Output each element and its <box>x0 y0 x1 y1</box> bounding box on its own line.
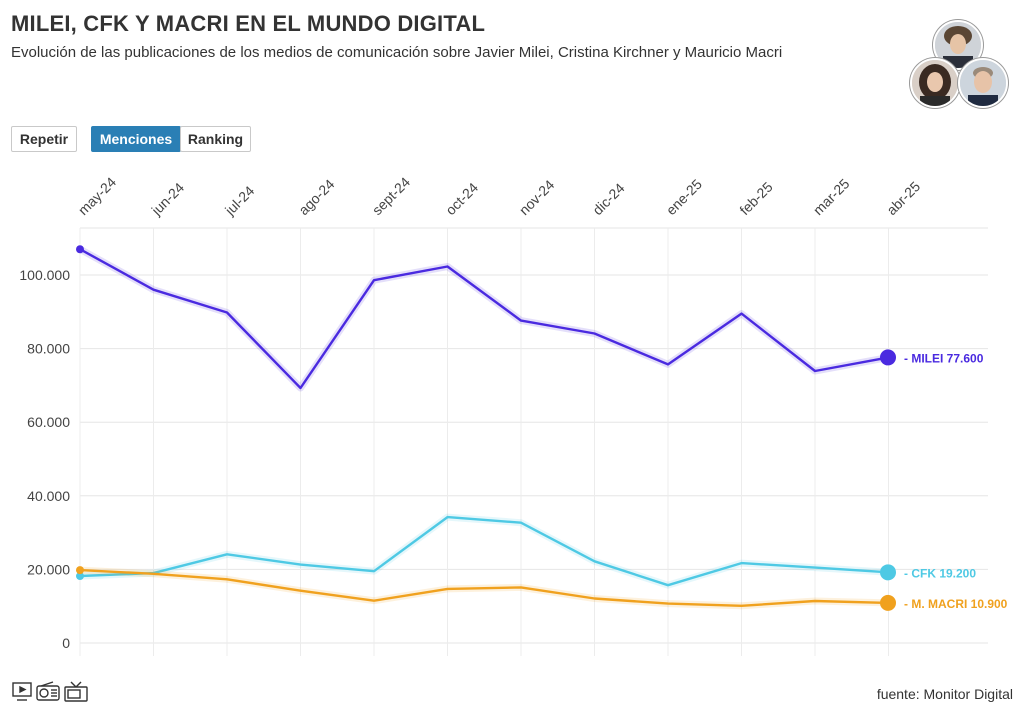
y-tick-label: 80.000 <box>27 341 70 357</box>
series-start-point <box>76 566 84 575</box>
portrait-group <box>906 20 1010 110</box>
y-tick-label: 40.000 <box>27 488 70 504</box>
x-tick-label: sept-24 <box>369 174 413 218</box>
cfk-portrait <box>910 58 960 108</box>
y-tick-label: 60.000 <box>27 414 70 430</box>
x-tick-label: nov-24 <box>516 176 558 218</box>
series-halo <box>79 513 889 589</box>
chart-subtitle: Evolución de las publicaciones de los me… <box>11 44 783 61</box>
x-tick-label: dic-24 <box>589 180 627 218</box>
x-tick-label: oct-24 <box>442 179 481 218</box>
radio-icon <box>36 681 60 701</box>
y-tick-label: 100.000 <box>19 267 70 283</box>
series-end-label: - MILEI 77.600 <box>904 351 984 365</box>
series-end-point <box>880 594 896 611</box>
series-halo <box>78 246 890 392</box>
series-end-label: - CFK 19.200 <box>904 566 976 580</box>
x-tick-label: abr-25 <box>883 178 923 218</box>
y-tick-label: 20.000 <box>27 561 70 577</box>
tab-menciones[interactable]: Menciones <box>91 126 181 152</box>
series-end-point <box>880 349 896 366</box>
x-tick-label: ene-25 <box>663 176 705 218</box>
x-tick-label: ago-24 <box>295 176 337 218</box>
tv-icon <box>64 681 88 702</box>
series-start-point <box>76 572 84 581</box>
macri-portrait <box>958 58 1008 108</box>
x-tick-label: feb-25 <box>736 179 776 219</box>
computer-icon <box>12 682 32 701</box>
series-end-point <box>880 564 896 581</box>
source-note: fuente: Monitor Digital <box>876 686 1013 702</box>
series-start-point <box>76 245 84 254</box>
series-line-0 <box>79 248 889 390</box>
series-line-2 <box>79 568 889 607</box>
chart-title: MILEI, CFK Y MACRI EN EL MUNDO DIGITAL <box>11 11 486 36</box>
media-icons <box>12 681 88 702</box>
series-line-1 <box>79 515 889 587</box>
y-tick-label: 0 <box>62 635 70 651</box>
x-tick-label: jun-24 <box>148 179 188 219</box>
replay-button[interactable]: Repetir <box>11 126 77 152</box>
series-end-label: - M. MACRI 10.900 <box>904 597 1008 611</box>
x-tick-label: jul-24 <box>221 182 257 218</box>
x-tick-label: mar-25 <box>810 175 853 218</box>
series-halo <box>79 566 889 610</box>
tab-ranking[interactable]: Ranking <box>180 126 251 152</box>
x-tick-label: may-24 <box>75 174 119 218</box>
